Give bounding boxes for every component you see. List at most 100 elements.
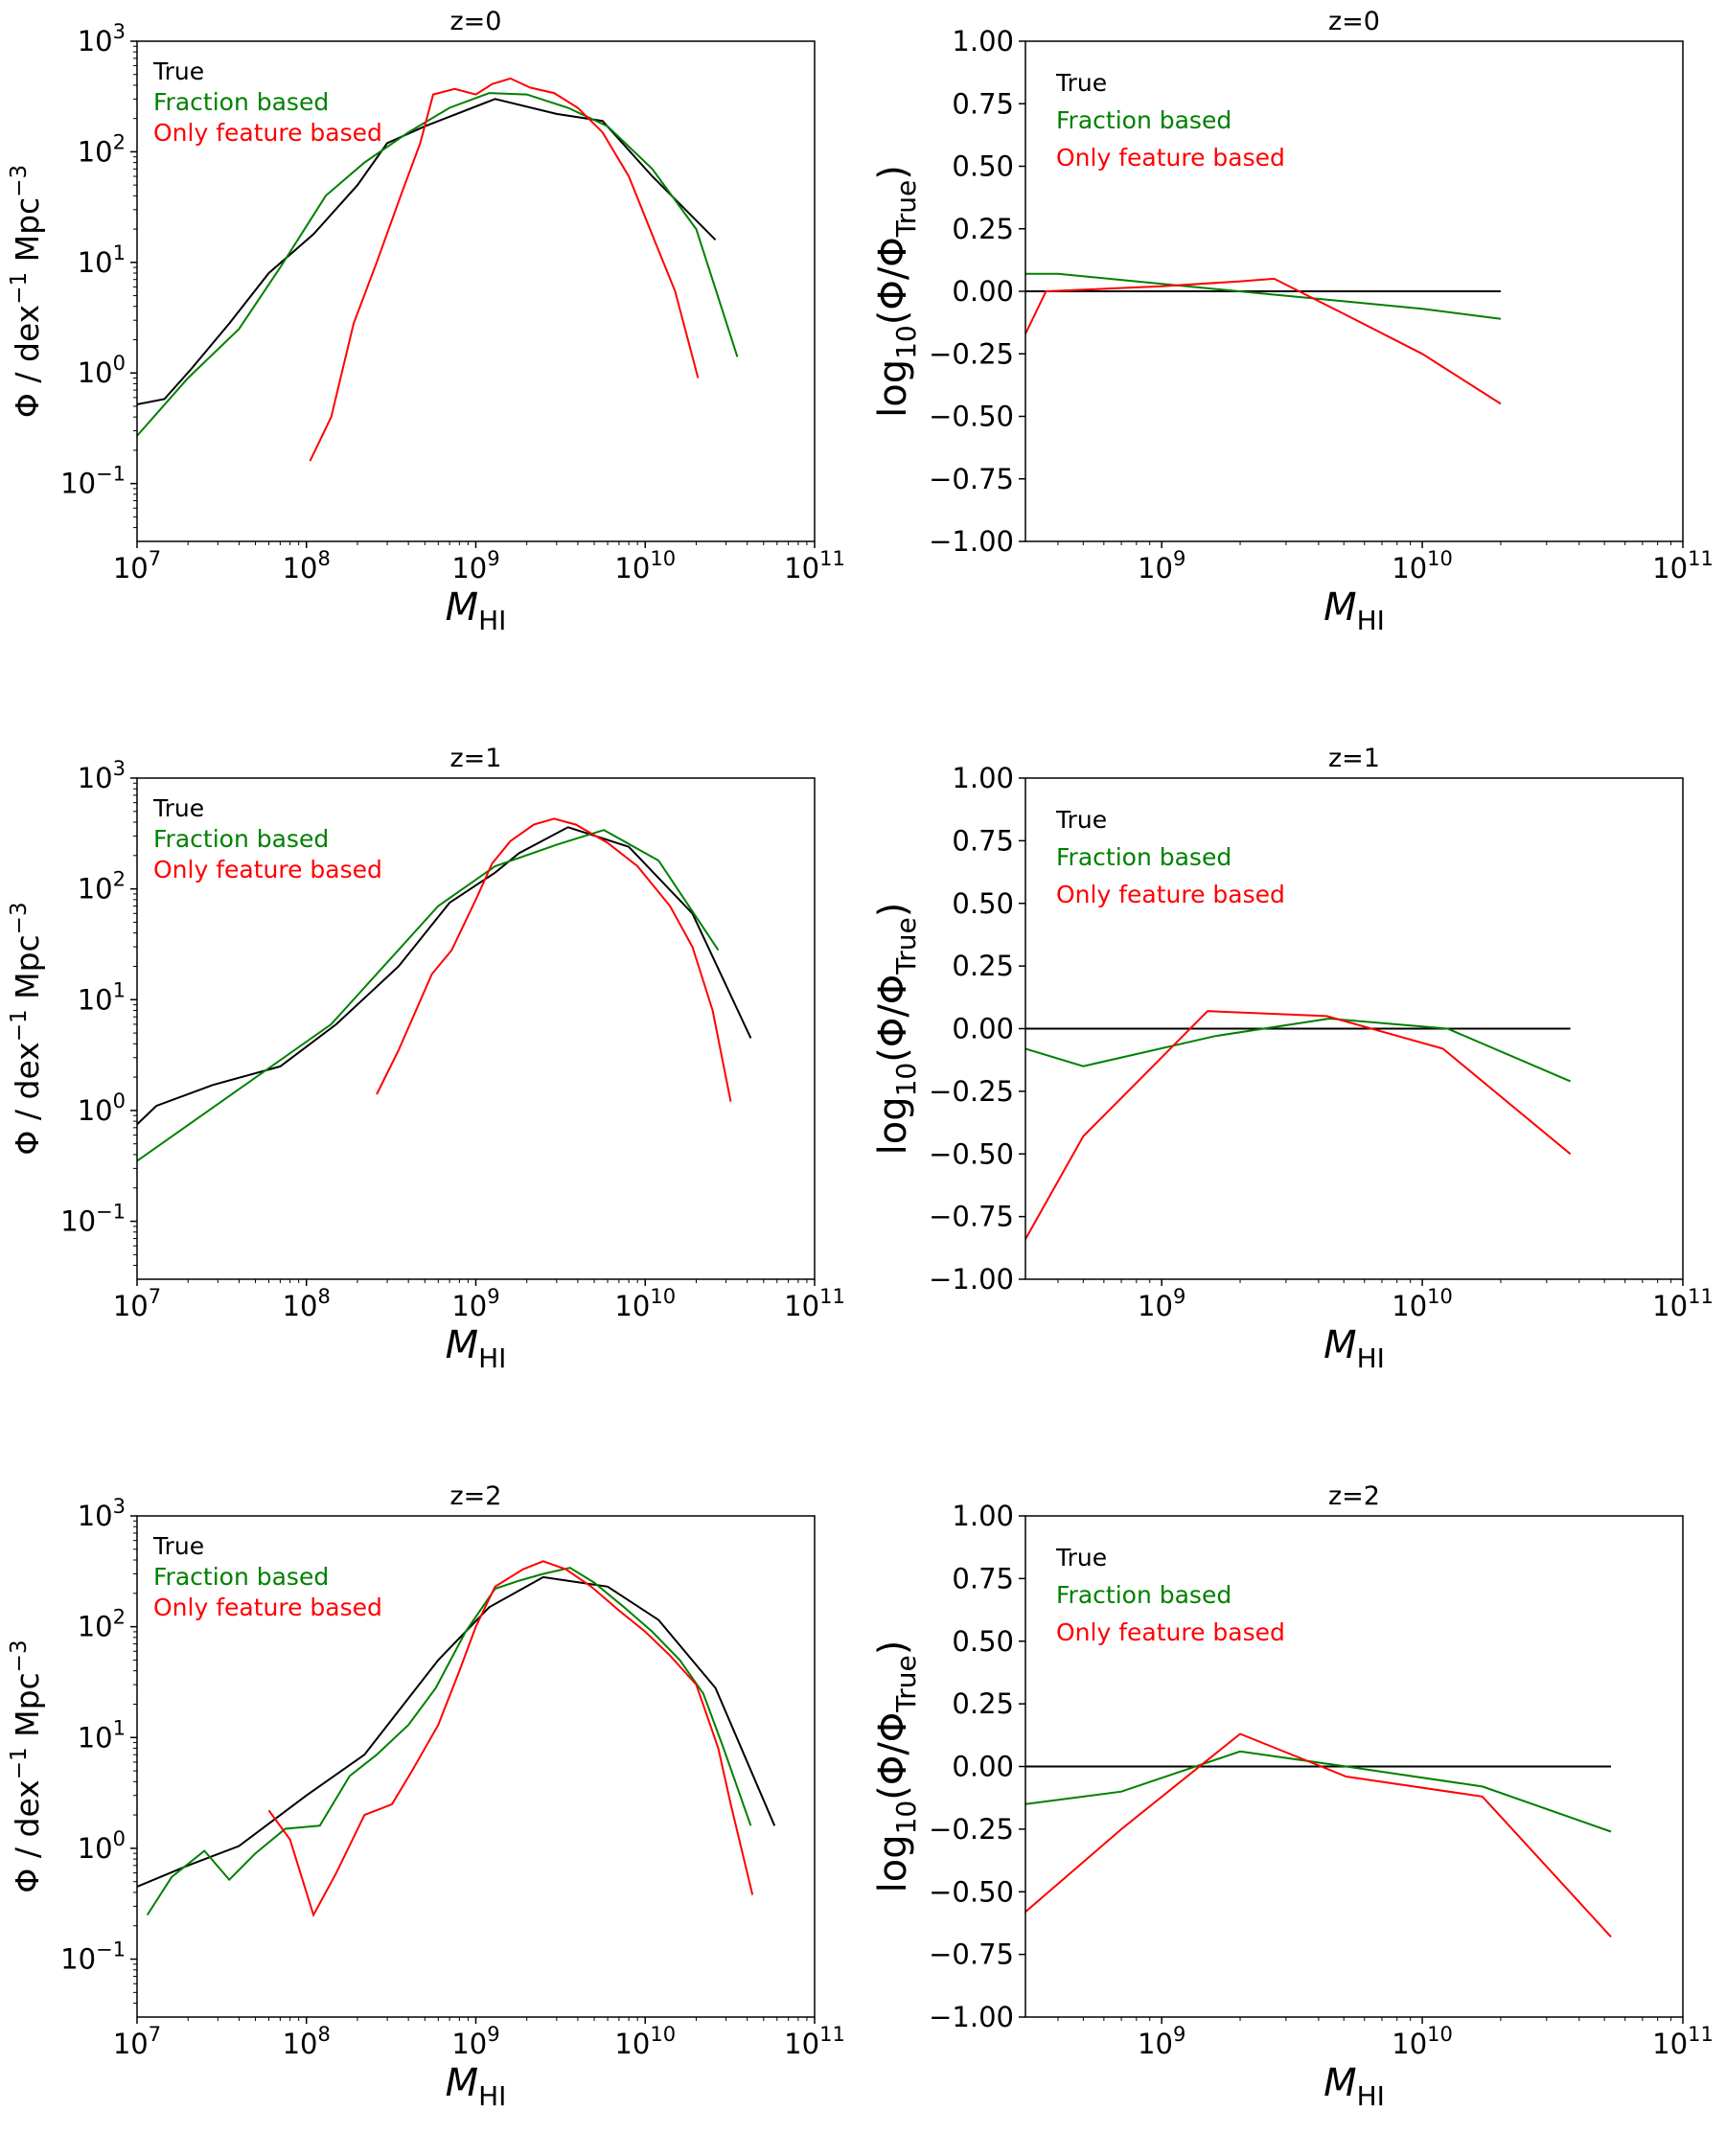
series-line-only-feature-based	[1025, 277, 1502, 405]
y-tick-label: 0.25	[952, 950, 1014, 982]
y-tick-label: 0.25	[952, 1687, 1014, 1720]
legend-entry: Fraction based	[1056, 1581, 1231, 1609]
x-tick-label: 1010	[614, 2023, 676, 2060]
series-line-fraction-based	[146, 1567, 752, 1916]
y-tick-label: 102	[78, 868, 126, 906]
series-group	[1025, 272, 1502, 405]
y-tick-label: 0.75	[952, 87, 1014, 120]
y-tick-label: 10−1	[60, 1938, 126, 1976]
legend-entry: Only feature based	[1056, 881, 1285, 908]
y-axis-label: log10(Φ/ΦTrue)	[871, 1640, 922, 1893]
axes-frame	[136, 40, 816, 542]
y-tick-label: 0.00	[952, 1751, 1014, 1783]
legend: True Fraction based Only feature based	[152, 1532, 382, 1621]
series-line-only-feature-based	[309, 77, 700, 462]
y-tick-label: −0.25	[929, 1813, 1014, 1846]
x-tick-label: 108	[283, 2023, 331, 2060]
x-axis-label: MHI	[446, 585, 507, 636]
y-axis-label: log10(Φ/ΦTrue)	[871, 903, 922, 1156]
panel-title: z=0	[1328, 7, 1380, 36]
y-tick-label: 1.00	[952, 1500, 1014, 1532]
legend-entry: Only feature based	[1056, 144, 1285, 172]
legend: True Fraction based Only feature based	[152, 794, 382, 883]
x-axis-label: MHI	[446, 2061, 507, 2112]
y-tick-label: 0.00	[952, 275, 1014, 308]
legend-entry: True	[1055, 69, 1107, 97]
x-tick-label: 1011	[1652, 1285, 1714, 1322]
y-axis-label: log10(Φ/ΦTrue)	[871, 165, 922, 418]
y-tick-label: −0.25	[929, 1075, 1014, 1108]
legend-entry: Only feature based	[153, 1594, 382, 1621]
x-tick-label: 1011	[784, 1285, 845, 1322]
x-axis-label: MHI	[446, 1323, 507, 1374]
series-line-only-feature-based	[267, 1560, 754, 1918]
series-line-fraction-based	[137, 829, 720, 1162]
x-tick-label: 107	[113, 1285, 161, 1322]
x-tick-label: 1011	[784, 2023, 845, 2060]
y-axis-label: Φ / dex−1 Mpc−3	[7, 902, 46, 1155]
y-tick-label: 100	[78, 352, 126, 389]
legend-entry: Fraction based	[153, 1563, 329, 1591]
x-tick-label: 1011	[1652, 547, 1714, 585]
x-tick-label: 109	[1138, 547, 1185, 585]
series-line-true	[137, 1575, 776, 1888]
x-tick-label: 1010	[1392, 1285, 1453, 1322]
y-tick-label: −0.75	[929, 1201, 1014, 1233]
x-tick-label: 1011	[1652, 2023, 1714, 2060]
axes-frame	[136, 777, 816, 1280]
x-tick-label: 108	[283, 1285, 331, 1322]
y-tick-label: 0.00	[952, 1013, 1014, 1045]
x-tick-label: 108	[283, 547, 331, 585]
y-axis-label: Φ / dex−1 Mpc−3	[7, 1640, 46, 1892]
series-group	[137, 77, 739, 462]
series-group	[1025, 1732, 1612, 1938]
y-tick-label: 101	[78, 241, 126, 279]
series-line-fraction-based	[1025, 1750, 1612, 1833]
legend: True Fraction based Only feature based	[1055, 1544, 1285, 1646]
x-tick-label: 1011	[784, 547, 845, 585]
y-tick-label: 10−1	[60, 463, 126, 500]
legend-entry: True	[1055, 1544, 1107, 1571]
y-tick-label: −0.75	[929, 1938, 1014, 1971]
legend-entry: Only feature based	[153, 856, 382, 883]
x-tick-label: 109	[1138, 1285, 1185, 1322]
y-tick-label: 0.50	[952, 887, 1014, 920]
panel-2: 109 1010 1011 −1.00 −0.75 −0.50 −0.25 0.00 0.25 0…	[871, 7, 1714, 636]
y-tick-label: 103	[78, 20, 126, 57]
legend-entry: True	[152, 794, 204, 822]
y-tick-label: 1.00	[952, 762, 1014, 794]
y-tick-label: 0.75	[952, 1562, 1014, 1594]
x-tick-label: 107	[113, 2023, 161, 2060]
x-tick-label: 1010	[614, 547, 676, 585]
y-tick-label: 102	[78, 130, 126, 168]
legend: True Fraction based Only feature based	[1055, 806, 1285, 908]
panel-3: 107 108 109 1010 1011 10−1 100 101 102 103 z=1 MHI Φ…	[7, 744, 845, 1374]
x-tick-label: 1010	[614, 1285, 676, 1322]
y-tick-label: 10−1	[60, 1201, 126, 1238]
x-axis-label: MHI	[1323, 2061, 1385, 2112]
axes-frame	[136, 1515, 816, 2018]
x-tick-label: 107	[113, 547, 161, 585]
x-axis-label: MHI	[1323, 585, 1385, 636]
panel-title: z=1	[450, 744, 502, 773]
panel-4: 109 1010 1011 −1.00 −0.75 −0.50 −0.25 0.00 0.25 0…	[871, 744, 1714, 1374]
legend-entry: Fraction based	[1056, 843, 1231, 871]
y-tick-label: 1.00	[952, 25, 1014, 57]
series-line-only-feature-based	[376, 817, 732, 1102]
y-tick-label: −0.50	[929, 401, 1014, 433]
y-tick-label: 103	[78, 1495, 126, 1532]
legend-entry: True	[152, 57, 204, 85]
panel-title: z=0	[450, 7, 502, 36]
legend-entry: Fraction based	[1056, 106, 1231, 134]
y-tick-label: 100	[78, 1089, 126, 1127]
legend-entry: Only feature based	[1056, 1618, 1285, 1646]
panel-5: 107 108 109 1010 1011 10−1 100 101 102 103 z=2 MHI Φ…	[7, 1481, 845, 2112]
x-tick-label: 1010	[1392, 547, 1453, 585]
legend-entry: True	[1055, 806, 1107, 834]
legend: True Fraction based Only feature based	[1055, 69, 1285, 172]
y-tick-label: 100	[78, 1827, 126, 1865]
x-tick-label: 109	[451, 547, 499, 585]
panel-title: z=2	[450, 1481, 502, 1511]
y-tick-label: −1.00	[929, 2001, 1014, 2033]
